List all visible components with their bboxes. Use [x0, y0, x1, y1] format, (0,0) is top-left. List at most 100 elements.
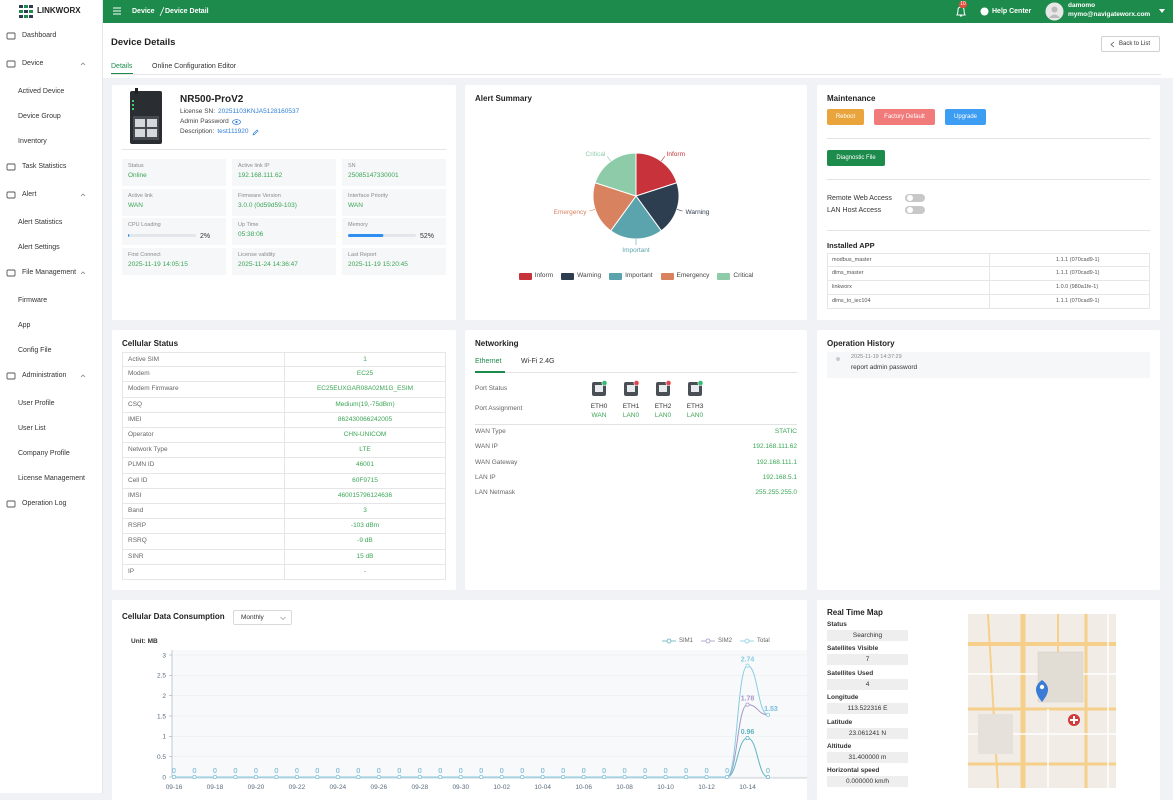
eye-icon[interactable]: [232, 119, 241, 125]
port-socket: [595, 385, 603, 392]
menu-item[interactable]: Administration: [22, 372, 66, 379]
back-label: Back to List: [1119, 41, 1150, 47]
submenu-item[interactable]: User Profile: [18, 400, 55, 407]
legend-item[interactable]: Important: [609, 273, 652, 280]
legend-label: Warning: [577, 273, 601, 280]
toggle-label: Remote Web Access: [827, 195, 892, 202]
expand-icon: [80, 270, 86, 276]
status-row: Band3: [122, 504, 446, 519]
submenu-item[interactable]: Alert Settings: [18, 244, 60, 251]
status-row: Network TypeLTE: [122, 443, 446, 458]
stat-cell: First Connect2025-11-19 14:05:15: [122, 248, 226, 275]
logo-cell: [19, 10, 23, 13]
data-label: 1.53: [764, 706, 778, 713]
legend-marker: [667, 639, 671, 643]
stat-value: 2%: [200, 233, 210, 240]
stat-value: 05:38:06: [238, 232, 263, 239]
logo-cell: [19, 15, 23, 18]
map-field-label: Status: [827, 622, 847, 629]
user-name[interactable]: damomo: [1068, 3, 1095, 10]
legend-item[interactable]: Emergency: [661, 273, 710, 280]
x-tick-label: 10-04: [534, 784, 551, 791]
status-value: 60F9715: [285, 478, 445, 485]
help-circle: [981, 8, 989, 16]
tab[interactable]: Wi-Fi 2.4G: [521, 358, 554, 365]
legend-item[interactable]: SIM2: [701, 638, 732, 644]
data-point: [234, 775, 237, 778]
legend-item[interactable]: SIM1: [662, 638, 693, 644]
menu-item[interactable]: Task Statistics: [22, 163, 66, 170]
timeline-dot: [835, 356, 841, 362]
back-button[interactable]: Back to List: [1101, 36, 1160, 52]
menu-item[interactable]: Device: [22, 60, 43, 67]
field-label: Port Assignment: [475, 406, 522, 413]
stat-label: Up Time: [238, 223, 258, 229]
col-divider: [989, 295, 990, 308]
data-label: 0: [623, 768, 627, 775]
pie-legend: Inform Warning Important Emergency Critical: [465, 273, 807, 280]
data-point: [644, 775, 647, 778]
status-value: 1: [285, 357, 445, 364]
submenu-item[interactable]: Actived Device: [18, 88, 64, 95]
status-value: EC25EUXGAR08A02M1G_ESIM: [285, 386, 445, 393]
menu-item[interactable]: File Management: [22, 269, 76, 276]
toggle-switch[interactable]: [905, 205, 925, 215]
submenu-item[interactable]: Config File: [18, 347, 51, 354]
diagnostic-button[interactable]: Diagnostic File: [827, 150, 885, 166]
section-title: Installed APP: [827, 242, 875, 250]
legend-item[interactable]: Warning: [561, 273, 601, 280]
submenu-item[interactable]: Inventory: [18, 138, 47, 145]
label: License SN:: [180, 109, 215, 116]
submenu-item[interactable]: Alert Statistics: [18, 219, 62, 226]
data-label: 0: [664, 768, 668, 775]
x-tick-label: 09-26: [371, 784, 388, 791]
page-header: Device DetailsBack to ListDetailsOnline …: [103, 23, 1173, 78]
field-label: Port Status: [475, 386, 507, 393]
menu-item[interactable]: Operation Log: [22, 500, 66, 507]
tab[interactable]: Ethernet: [475, 358, 501, 365]
y-tick-label: 1.5: [157, 713, 166, 720]
tab[interactable]: Details: [111, 63, 132, 70]
toggle-switch[interactable]: [905, 193, 925, 203]
port-icon: [624, 380, 640, 397]
edit-icon[interactable]: [252, 129, 259, 136]
stat-label: SN: [348, 164, 356, 170]
tab[interactable]: Online Configuration Editor: [152, 63, 236, 70]
legend-item[interactable]: Total: [740, 638, 770, 644]
menu-item[interactable]: Alert: [22, 191, 36, 198]
status-row: RSRP-103 dBm: [122, 519, 446, 534]
icon-shape: [7, 270, 15, 276]
breadcrumb[interactable]: Device: [132, 8, 155, 15]
submenu-item[interactable]: User List: [18, 425, 46, 432]
user-email[interactable]: mymo@navigateworx.com: [1068, 12, 1150, 19]
data-label: 0: [479, 768, 483, 775]
help-center[interactable]: Help Center: [992, 8, 1031, 15]
port-name: ETH0: [584, 404, 614, 411]
maintenance-card: MaintenanceRebootFactory DefaultUpgradeD…: [817, 85, 1160, 320]
y-tick-label: 0.5: [157, 754, 166, 761]
menu-item[interactable]: Dashboard: [22, 32, 56, 39]
port-socket: [627, 385, 635, 392]
action-button[interactable]: Factory Default: [874, 109, 935, 125]
status-row: OperatorCHN-UNICOM: [122, 428, 446, 443]
submenu-item[interactable]: Firmware: [18, 297, 47, 304]
bell: [957, 7, 965, 16]
submenu-item[interactable]: License Management: [18, 475, 85, 482]
legend-item[interactable]: Inform: [519, 273, 553, 280]
submenu-item[interactable]: Company Profile: [18, 450, 70, 457]
app-version: 1.1.1 (070cad9-1): [1056, 271, 1099, 277]
app-name: dlms_master: [832, 271, 863, 277]
data-point: [377, 775, 380, 778]
progress-track: [128, 234, 196, 237]
port: [147, 129, 157, 137]
action-button[interactable]: Upgrade: [945, 109, 986, 125]
submenu-item[interactable]: App: [18, 322, 30, 329]
legend-item[interactable]: Critical: [717, 273, 753, 280]
submenu-item[interactable]: Device Group: [18, 113, 61, 120]
field-label: LAN Netmask: [475, 490, 515, 497]
data-label: 0: [766, 768, 770, 775]
port: [147, 119, 157, 127]
action-button[interactable]: Reboot: [827, 109, 864, 125]
legend-swatch: [661, 273, 674, 280]
